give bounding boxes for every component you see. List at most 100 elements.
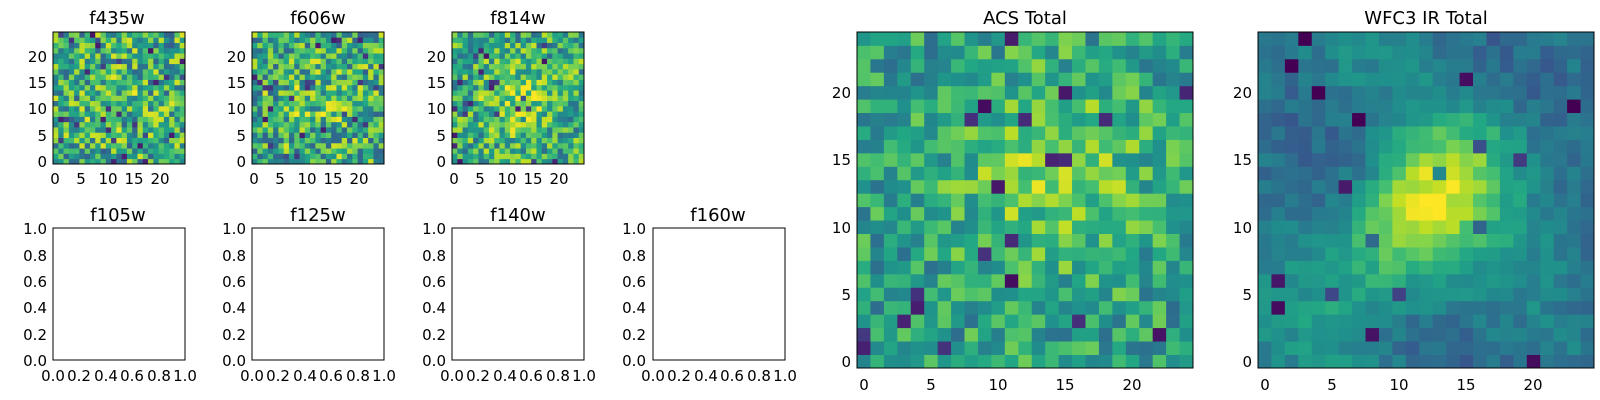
heatmap-cell: [1125, 233, 1140, 248]
heatmap-cell: [1311, 126, 1326, 140]
heatmap-cell: [158, 84, 165, 91]
heatmap-cell: [142, 79, 149, 86]
heatmap-cell: [331, 153, 337, 160]
x-tick-label: 0.8: [546, 367, 570, 385]
heatmap-cell: [883, 341, 898, 355]
heatmap-cell: [1553, 287, 1568, 302]
heatmap-cell: [977, 126, 992, 140]
heatmap-cell: [89, 137, 96, 144]
heatmap-cell: [1459, 273, 1474, 288]
heatmap-cell: [1378, 166, 1393, 181]
heatmap-cell: [457, 132, 463, 138]
heatmap-cell: [362, 32, 369, 38]
heatmap-cell: [137, 121, 144, 128]
heatmap-cell: [1058, 354, 1073, 369]
heatmap-cell: [169, 153, 175, 160]
heatmap-cell: [179, 95, 186, 102]
heatmap-cell: [74, 32, 80, 38]
heatmap-cell: [552, 74, 558, 80]
heatmap-cell: [362, 58, 369, 65]
heatmap-cell: [937, 327, 952, 342]
heatmap-cell: [964, 287, 979, 302]
heatmap-cell: [1004, 354, 1019, 369]
heatmap-cell: [1004, 72, 1019, 87]
heatmap-cell: [870, 206, 885, 221]
heatmap-cell: [95, 142, 101, 149]
heatmap-cell: [1284, 32, 1299, 46]
heatmap-cell: [111, 95, 117, 102]
heatmap-cell: [457, 137, 463, 144]
heatmap-cell: [552, 68, 558, 75]
heatmap-cell: [310, 53, 316, 59]
heatmap-cell: [163, 79, 170, 86]
heatmap-cell: [473, 84, 479, 91]
axes-frame: [251, 31, 385, 165]
heatmap-cell: [557, 58, 564, 65]
heatmap-cell: [1338, 341, 1353, 355]
heatmap-cell: [126, 132, 133, 138]
heatmap-cell: [1352, 85, 1366, 100]
y-tick-label: 0.6: [23, 273, 47, 291]
heatmap-cell: [1459, 233, 1474, 248]
heatmap-cell: [174, 63, 181, 70]
heatmap-cell: [473, 158, 479, 165]
heatmap-cell: [1004, 233, 1019, 248]
heatmap-cell: [252, 105, 258, 112]
heatmap-cell: [352, 121, 358, 128]
heatmap-cell: [378, 53, 385, 59]
heatmap-cell: [562, 90, 569, 96]
heatmap-cell: [1473, 179, 1487, 194]
heatmap-cell: [494, 127, 500, 133]
heatmap-cell: [148, 79, 154, 86]
heatmap-cell: [1405, 72, 1420, 87]
heatmap-cell: [336, 105, 343, 112]
heatmap-cell: [132, 132, 138, 138]
heatmap-cell: [163, 105, 170, 112]
heatmap-cell: [457, 58, 463, 65]
heatmap-cell: [473, 42, 479, 49]
heatmap-cell: [1284, 72, 1299, 87]
heatmap-cell: [547, 42, 553, 49]
heatmap-cell: [336, 158, 343, 165]
heatmap-cell: [1365, 32, 1380, 46]
heatmap-cell: [1392, 327, 1407, 342]
heatmap-cell: [573, 95, 580, 102]
heatmap-cell: [937, 233, 952, 248]
heatmap-cell: [1298, 354, 1313, 369]
heatmap-cell: [573, 100, 580, 107]
heatmap-cell: [1567, 354, 1581, 369]
heatmap-cell: [79, 32, 86, 38]
heatmap-cell: [1004, 58, 1019, 73]
heatmap-cell: [1338, 179, 1353, 194]
heatmap-cell: [273, 74, 279, 80]
heatmap-cell: [142, 127, 149, 133]
heatmap-cell: [262, 132, 269, 138]
heatmap-cell: [547, 105, 553, 112]
heatmap-cell: [1446, 314, 1460, 329]
heatmap-cell: [1072, 193, 1086, 208]
heatmap-cell: [977, 220, 992, 234]
heatmap-cell: [373, 142, 380, 149]
heatmap-cell: [1298, 112, 1313, 127]
heatmap-cell: [100, 137, 107, 144]
heatmap-cell: [299, 53, 306, 59]
heatmap-cell: [158, 121, 165, 128]
heatmap-cell: [174, 47, 181, 54]
heatmap-cell: [1125, 247, 1140, 261]
heatmap-cell: [883, 287, 898, 302]
heatmap-cell: [562, 132, 569, 138]
heatmap-cell: [478, 132, 485, 138]
heatmap-cell: [357, 127, 364, 133]
heatmap-cell: [515, 32, 522, 38]
heatmap-cell: [158, 142, 165, 149]
heatmap-cell: [547, 53, 553, 59]
heatmap-cell: [1378, 220, 1393, 234]
heatmap-cell: [1486, 126, 1501, 140]
heatmap-cell: [457, 90, 463, 96]
heatmap-cell: [991, 112, 1006, 127]
heatmap-cell: [1139, 233, 1154, 248]
heatmap-cell: [325, 95, 332, 102]
heatmap-cell: [515, 137, 522, 144]
heatmap-cell: [467, 84, 474, 91]
heatmap-cell: [137, 84, 144, 91]
